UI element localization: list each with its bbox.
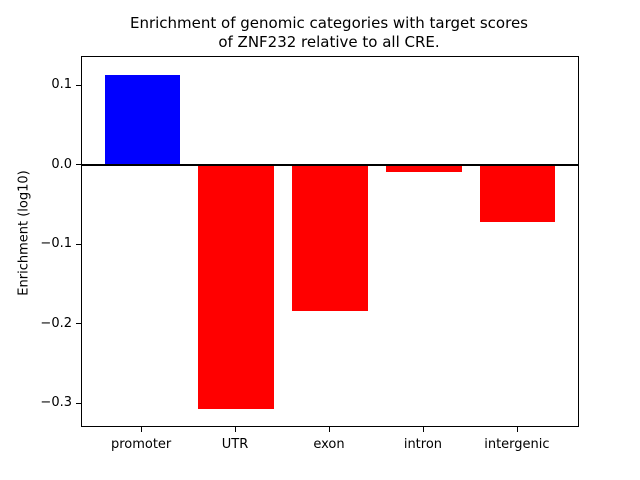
y-tick-label: −0.2	[40, 315, 72, 331]
y-tick-mark	[76, 84, 81, 86]
x-tick-label-intergenic: intergenic	[484, 437, 550, 452]
x-tick-label-exon: exon	[313, 437, 345, 452]
x-tick-label-intron: intron	[403, 437, 443, 452]
bar-UTR	[198, 165, 274, 410]
plot-area	[81, 56, 579, 427]
y-tick-label: −0.3	[40, 395, 72, 411]
chart-title: Enrichment of genomic categories with ta…	[129, 14, 528, 51]
x-tick-mark	[329, 427, 330, 432]
y-tick-label: −0.1	[40, 236, 72, 252]
bar-intron	[386, 165, 462, 172]
x-tick-mark	[141, 427, 143, 432]
y-tick-mark	[76, 243, 81, 245]
bar-exon	[292, 165, 368, 312]
x-tick-mark	[235, 427, 237, 432]
y-tick-label: 0.0	[51, 156, 72, 172]
y-axis-label: Enrichment (log10)	[16, 170, 32, 296]
y-tick-label: 0.1	[51, 77, 72, 93]
bar-promoter	[104, 75, 180, 166]
bar-intergenic	[480, 165, 556, 222]
x-tick-mark	[422, 427, 424, 432]
zero-baseline	[82, 164, 578, 167]
y-tick-mark	[76, 323, 81, 325]
y-tick-mark	[76, 402, 81, 404]
x-tick-mark	[516, 427, 518, 432]
x-tick-label-UTR: UTR	[221, 437, 249, 452]
y-tick-mark	[76, 164, 81, 166]
x-tick-label-promoter: promoter	[110, 437, 172, 452]
